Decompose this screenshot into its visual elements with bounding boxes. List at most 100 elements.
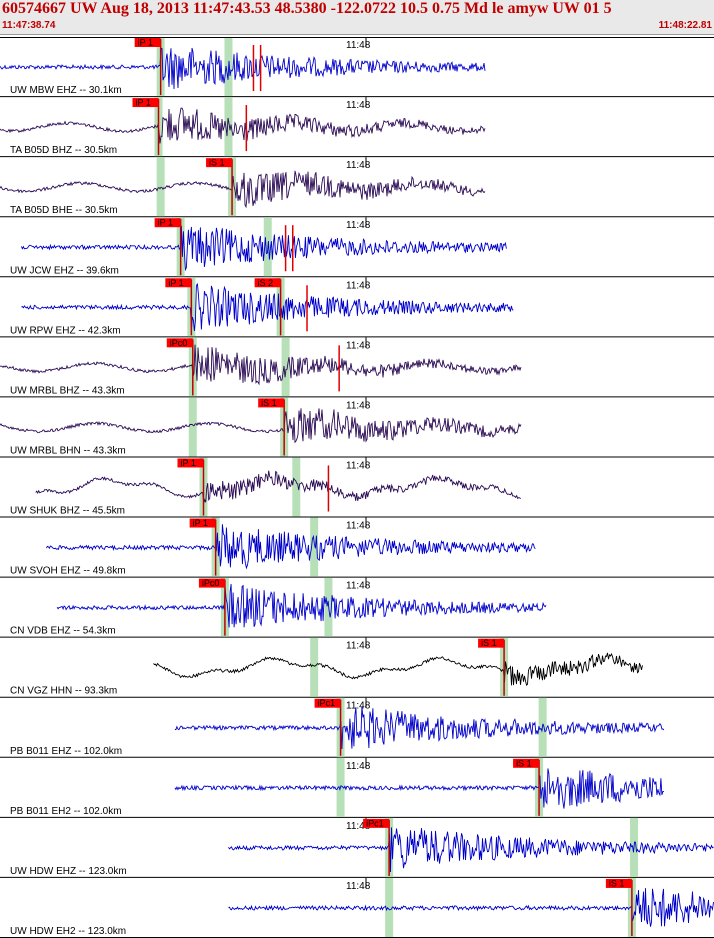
pick-flag[interactable]: [605, 878, 632, 888]
minute-label: 11:48: [346, 400, 371, 411]
pick-label: iPc1: [318, 698, 336, 708]
trace-row[interactable]: 11:48 iP 1 iS 2 UW RPW EHZ -- 42.3km: [0, 277, 714, 338]
station-label: UW MRBL BHN -- 43.3km: [10, 445, 126, 456]
minute-label: 11:48: [346, 701, 371, 712]
station-label: CN VDB EHZ -- 54.3km: [10, 626, 116, 637]
pick-window: [224, 97, 233, 157]
trace-row[interactable]: 11:48 iS 1 TA B05D BHE -- 30.5km: [0, 157, 714, 218]
pick-flag[interactable]: [134, 38, 161, 47]
pick-flag[interactable]: [132, 98, 159, 108]
minute-label: 11:48: [346, 881, 371, 892]
station-label: UW HDW EH2 -- 123.0km: [10, 926, 126, 937]
trace-row[interactable]: 11:48 iS 1 UW MRBL BHN -- 43.3km: [0, 397, 714, 458]
minute-label: 11:48: [346, 581, 371, 592]
trace-row[interactable]: 11:48 iS 1 CN VGZ HHN -- 93.3km: [0, 637, 714, 698]
waveform: [0, 47, 486, 90]
trace-row[interactable]: 11:48 iP 1 TA B05D BHZ -- 30.5km: [0, 97, 714, 158]
minute-label: 11:48: [346, 340, 371, 351]
pick-label: iPc0: [202, 578, 220, 588]
pick-flag[interactable]: [166, 338, 193, 348]
waveform: [174, 706, 665, 750]
waveform: [35, 470, 521, 504]
pick-flag[interactable]: [513, 758, 540, 768]
trace-row[interactable]: 11:48 iP 1 UW MBW EHZ -- 30.1km: [0, 37, 714, 98]
waveform: [174, 768, 664, 809]
pick-label: iS 1: [481, 638, 497, 648]
pick-label: iS 1: [209, 158, 225, 168]
trace-row[interactable]: 11:48 iPc1 PB B011 EHZ -- 102.0km: [0, 697, 714, 758]
pick-label: iS 2: [258, 278, 274, 288]
pick-window: [310, 637, 319, 697]
waveform: [21, 283, 514, 331]
window-start-time: 11:47:38.74: [2, 20, 56, 31]
pick-window: [156, 157, 165, 217]
station-label: UW JCW EHZ -- 39.6km: [10, 265, 119, 276]
minute-label: 11:48: [346, 641, 371, 652]
minute-label: 11:48: [346, 761, 371, 772]
waveform: [228, 888, 714, 927]
pick-label: iP 1: [136, 98, 151, 108]
waveform: [0, 107, 486, 144]
trace-row[interactable]: 11:48 iS 1 UW HDW EH2 -- 123.0km: [0, 877, 714, 938]
seismogram-panel[interactable]: 11:48 iP 1 UW MBW EHZ -- 30.1km 11:48 iP 1 TA…: [0, 37, 714, 938]
trace-row[interactable]: 11:48 iP 1 UW JCW EHZ -- 39.6km: [0, 217, 714, 278]
minute-label: 11:48: [346, 100, 371, 111]
pick-flag[interactable]: [198, 578, 225, 588]
waveform: [0, 344, 522, 386]
trace-row[interactable]: 11:48 iP 1 UW SVOH EHZ -- 49.8km: [0, 517, 714, 578]
pick-label: iP 1: [193, 518, 208, 528]
waveform: [56, 584, 547, 628]
trace-row[interactable]: 11:48 iPc0 CN VDB EHZ -- 54.3km: [0, 577, 714, 638]
pick-label: iS 1: [516, 758, 532, 768]
minute-label: 11:48: [346, 460, 371, 471]
station-label: UW RPW EHZ -- 42.3km: [10, 325, 121, 336]
minute-label: 11:48: [346, 521, 371, 532]
trace-row[interactable]: 11:48 iPc0 UW MRBL BHZ -- 43.3km: [0, 337, 714, 398]
waveform: [0, 408, 522, 444]
station-label: UW SHUK BHZ -- 45.5km: [10, 506, 125, 517]
waveform: [153, 652, 643, 687]
minute-label: 11:48: [346, 220, 371, 231]
seismogram-canvas[interactable]: 11:48 iP 1 UW MBW EHZ -- 30.1km 11:48 iP 1 TA…: [0, 37, 714, 938]
station-label: TA B05D BHE -- 30.5km: [10, 205, 118, 216]
pick-label: iS 1: [261, 398, 277, 408]
minute-label: 11:48: [346, 821, 371, 832]
pick-flag[interactable]: [154, 218, 181, 228]
pick-flag[interactable]: [478, 638, 505, 648]
pick-label: iP 1: [168, 278, 183, 288]
station-label: TA B05D BHZ -- 30.5km: [10, 145, 117, 156]
station-label: PB B011 EH2 -- 102.0km: [10, 806, 122, 817]
waveform: [0, 170, 486, 209]
pick-window: [385, 877, 394, 937]
pick-label: iS 1: [609, 878, 625, 888]
event-title: 60574667 UW Aug 18, 2013 11:47:43.53 48.…: [2, 0, 612, 17]
pick-flag[interactable]: [254, 278, 281, 288]
waveform: [228, 827, 714, 873]
pick-window: [188, 397, 197, 457]
pick-label: iP 1: [158, 218, 173, 228]
station-label: PB B011 EHZ -- 102.0km: [10, 746, 122, 757]
trace-row[interactable]: 11:48 iS 1 PB B011 EH2 -- 102.0km: [0, 757, 714, 818]
minute-label: 11:48: [346, 160, 371, 171]
pick-label: iP 1: [138, 38, 153, 48]
station-label: UW MRBL BHZ -- 43.3km: [10, 385, 125, 396]
pick-flag[interactable]: [165, 278, 192, 288]
pick-flag[interactable]: [206, 158, 233, 168]
minute-label: 11:48: [346, 280, 371, 291]
pick-flag[interactable]: [189, 518, 216, 528]
window-end-time: 11:48:22.81: [658, 20, 712, 31]
title-bar: 60574667 UW Aug 18, 2013 11:47:43.53 48.…: [0, 0, 714, 35]
waveform: [46, 524, 536, 570]
station-label: UW SVOH EHZ -- 49.8km: [10, 566, 126, 577]
minute-label: 11:48: [346, 40, 371, 51]
pick-flag[interactable]: [314, 698, 341, 708]
pick-label: iPc0: [170, 338, 188, 348]
trace-row[interactable]: 11:48 iP 1 UW SHUK BHZ -- 45.5km: [0, 457, 714, 518]
pick-window: [281, 337, 290, 397]
pick-flag[interactable]: [258, 398, 285, 408]
station-label: CN VGZ HHN -- 93.3km: [10, 686, 117, 697]
pick-flag[interactable]: [363, 818, 390, 828]
station-label: UW HDW EHZ -- 123.0km: [10, 866, 127, 877]
pick-flag[interactable]: [177, 458, 204, 468]
